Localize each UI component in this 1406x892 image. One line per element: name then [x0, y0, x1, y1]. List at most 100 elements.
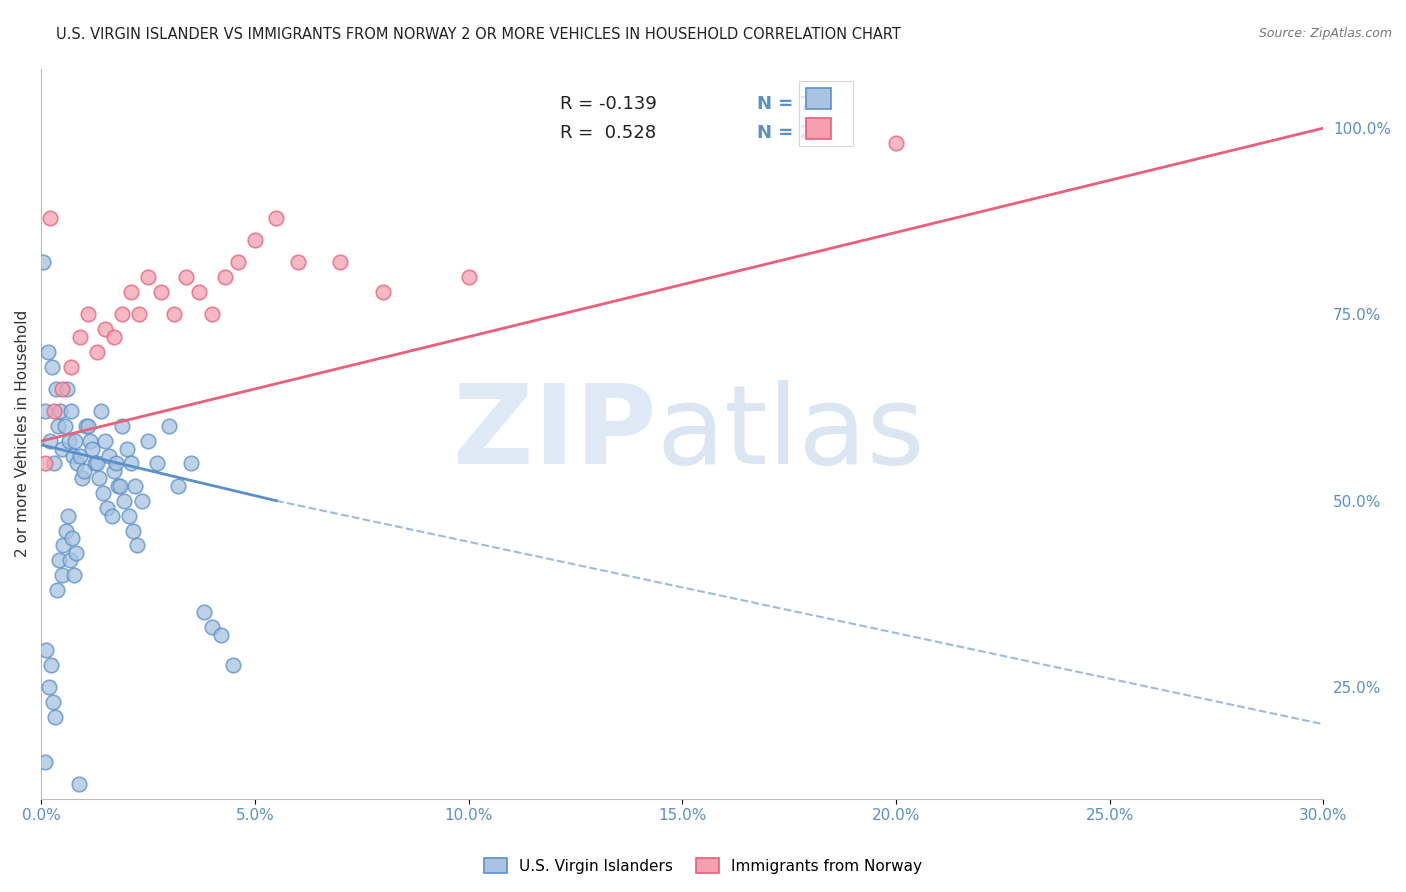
Point: [176, 270, 198, 285]
Point: [70, 471, 93, 485]
Point: [60, 531, 83, 545]
Point: [127, 538, 149, 552]
Point: [52, 538, 75, 552]
Point: [79, 434, 101, 448]
Point: [145, 457, 167, 471]
Point: [243, 233, 266, 247]
Point: [77, 307, 100, 321]
Point: [62, 449, 84, 463]
Point: [45, 382, 67, 396]
Point: [77, 419, 100, 434]
Point: [83, 457, 105, 471]
Point: [86, 344, 108, 359]
Point: [157, 419, 180, 434]
Point: [222, 657, 245, 672]
Point: [87, 471, 110, 485]
Text: N = 28: N = 28: [756, 124, 824, 142]
Point: [38, 680, 60, 694]
Point: [264, 211, 287, 225]
Point: [34, 755, 56, 769]
Point: [108, 479, 131, 493]
Point: [38, 211, 60, 225]
Legend: U.S. Virgin Islanders, Immigrants from Norway: U.S. Virgin Islanders, Immigrants from N…: [478, 852, 928, 880]
Point: [180, 457, 202, 471]
Point: [59, 553, 82, 567]
Point: [65, 546, 87, 560]
Point: [94, 434, 117, 448]
Point: [35, 642, 58, 657]
Text: Source: ZipAtlas.com: Source: ZipAtlas.com: [1258, 27, 1392, 40]
Point: [201, 620, 224, 634]
Point: [44, 710, 66, 724]
Point: [120, 457, 142, 471]
Point: [34, 404, 56, 418]
Point: [60, 404, 83, 418]
Point: [136, 270, 159, 285]
Point: [209, 628, 232, 642]
Point: [201, 307, 224, 321]
Point: [67, 777, 90, 791]
Point: [55, 524, 77, 538]
Point: [42, 457, 65, 471]
Point: [104, 457, 127, 471]
Point: [65, 434, 87, 448]
Point: [457, 270, 479, 285]
Point: [94, 322, 117, 336]
Point: [193, 606, 215, 620]
Point: [73, 464, 96, 478]
Point: [122, 524, 145, 538]
Point: [55, 382, 77, 396]
Y-axis label: 2 or more Vehicles in Household: 2 or more Vehicles in Household: [15, 310, 30, 558]
Point: [91, 486, 114, 500]
Point: [51, 568, 73, 582]
Point: [226, 255, 249, 269]
Point: [136, 434, 159, 448]
Text: N = 72: N = 72: [756, 95, 824, 112]
Point: [49, 404, 72, 418]
Point: [114, 493, 136, 508]
Point: [60, 359, 83, 374]
Point: [162, 307, 184, 321]
Point: [39, 657, 62, 672]
Point: [42, 695, 65, 709]
Point: [69, 330, 91, 344]
Point: [329, 255, 352, 269]
Point: [149, 285, 172, 299]
Text: U.S. VIRGIN ISLANDER VS IMMIGRANTS FROM NORWAY 2 OR MORE VEHICLES IN HOUSEHOLD C: U.S. VIRGIN ISLANDER VS IMMIGRANTS FROM …: [56, 27, 901, 42]
Text: atlas: atlas: [657, 380, 925, 487]
Point: [96, 501, 118, 516]
Point: [90, 404, 112, 418]
Point: [371, 285, 394, 299]
Legend: , : ,: [799, 81, 852, 146]
Point: [58, 434, 80, 448]
Point: [41, 359, 63, 374]
Point: [38, 434, 60, 448]
Point: [48, 553, 70, 567]
Point: [32, 255, 55, 269]
Point: [66, 457, 89, 471]
Point: [98, 449, 121, 463]
Point: [86, 457, 108, 471]
Point: [51, 382, 73, 396]
Point: [103, 464, 125, 478]
Point: [128, 307, 150, 321]
Point: [46, 419, 69, 434]
Point: [884, 136, 907, 150]
Point: [115, 442, 138, 456]
Point: [111, 307, 134, 321]
Point: [111, 419, 134, 434]
Point: [53, 419, 76, 434]
Point: [100, 508, 122, 523]
Text: R = -0.139: R = -0.139: [561, 95, 657, 112]
Point: [75, 419, 97, 434]
Point: [63, 568, 86, 582]
Point: [124, 479, 146, 493]
Point: [42, 404, 65, 418]
Point: [287, 255, 309, 269]
Point: [69, 449, 91, 463]
Point: [131, 493, 153, 508]
Point: [37, 344, 59, 359]
Point: [46, 583, 69, 598]
Point: [34, 457, 56, 471]
Point: [51, 442, 73, 456]
